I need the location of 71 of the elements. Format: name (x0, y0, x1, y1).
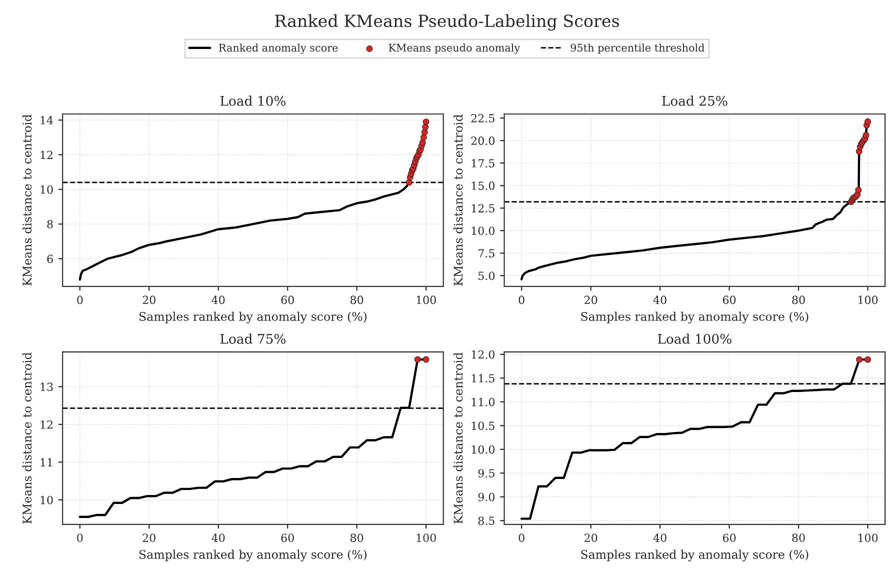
point (421, 128, 428, 136)
y-tick-label: 10 (40, 496, 53, 504)
chart-title: Load 100% (658, 334, 732, 344)
x-tick-label: 80 (792, 534, 805, 542)
y-tick-label: 10.5 (472, 422, 494, 430)
x-tick-label: 20 (142, 534, 156, 542)
x-tick-label: 60 (722, 296, 736, 304)
x-tick-label: 80 (350, 534, 364, 542)
y-tick-label: 12.5 (472, 204, 494, 212)
y-tick-label: 22.5 (471, 114, 494, 122)
x-tick-label: 80 (350, 296, 364, 304)
y-tick-label: 11 (40, 458, 52, 466)
x-tick-label: 40 (212, 296, 225, 304)
x-tick-label: 20 (142, 296, 156, 304)
x-tick-label: 60 (281, 296, 294, 304)
x-axis-title: Samples ranked by anomaly score (%) (139, 550, 366, 562)
chart-title: Load 75% (220, 334, 286, 344)
y-tick-label: 8 (47, 220, 53, 228)
legend-label: Ranked anomaly score (218, 44, 338, 54)
x-tick-label: 20 (584, 534, 598, 542)
y-tick-label: 15.0 (472, 182, 495, 190)
text: Ranked KMeans Pseudo-Labeling Scores (275, 14, 620, 31)
x-tick-label: 0 (518, 296, 524, 304)
chart-title: Load 10% (220, 96, 286, 106)
x-tick-label: 40 (212, 534, 225, 542)
legend-label: 95th percentile threshold (570, 44, 704, 54)
y-tick-label: 11.5 (472, 374, 494, 382)
point (862, 132, 870, 138)
x-axis-title: Samples ranked by anomaly score (%) (581, 312, 808, 324)
x-tick-label: 100 (416, 534, 436, 542)
x-tick-label: 20 (584, 296, 598, 304)
point (864, 118, 871, 125)
y-axis-title: KMeans distance to centroid (454, 114, 463, 286)
y-tick-label: 6 (47, 254, 53, 264)
x-tick-label: 40 (653, 296, 666, 304)
x-tick-label: 0 (77, 296, 83, 304)
x-tick-label: 80 (792, 296, 805, 304)
legend-label: KMeans pseudo anomaly (388, 44, 520, 54)
y-tick-label: 8.5 (478, 516, 494, 525)
point (420, 134, 427, 141)
x-tick-label: 60 (722, 534, 736, 542)
y-tick-label: 10.0 (472, 445, 495, 454)
y-tick-label: 12 (40, 150, 52, 159)
x-tick-label: 0 (518, 534, 524, 542)
y-axis-title: KMeans distance to centroid (22, 352, 32, 524)
x-tick-label: 100 (858, 534, 878, 542)
y-axis-title: KMeans distance to centroid (22, 114, 32, 286)
y-tick-label: 9.0 (478, 492, 495, 502)
x-axis-title: Samples ranked by anomaly score (%) (581, 550, 808, 562)
y-tick-label: 17.5 (472, 159, 494, 168)
y-tick-label: 7.5 (478, 249, 494, 258)
y-tick-label: 10.0 (472, 226, 495, 235)
x-tick-label: 100 (858, 296, 878, 304)
y-axis-title: KMeans distance to centroid (454, 352, 463, 524)
x-tick-label: 40 (653, 534, 666, 542)
chart-title: Load 25% (662, 96, 728, 106)
y-tick-label: 14 (40, 116, 53, 124)
y-tick-label: 13 (40, 382, 53, 392)
y-tick-label: 12.0 (472, 350, 495, 359)
x-axis-title: Samples ranked by anomaly score (%) (139, 312, 366, 324)
y-tick-label: 5.0 (478, 272, 495, 280)
y-tick-label: 10 (40, 185, 53, 194)
x-tick-label: 0 (77, 534, 83, 542)
y-tick-label: 20.0 (471, 136, 495, 145)
y-tick-label: 12 (40, 420, 52, 429)
x-tick-label: 60 (281, 534, 294, 542)
y-tick-label: 11.0 (472, 398, 495, 406)
x-tick-label: 100 (416, 296, 436, 304)
y-tick-label: 9.5 (478, 469, 494, 478)
point (422, 118, 430, 126)
point (855, 186, 862, 194)
